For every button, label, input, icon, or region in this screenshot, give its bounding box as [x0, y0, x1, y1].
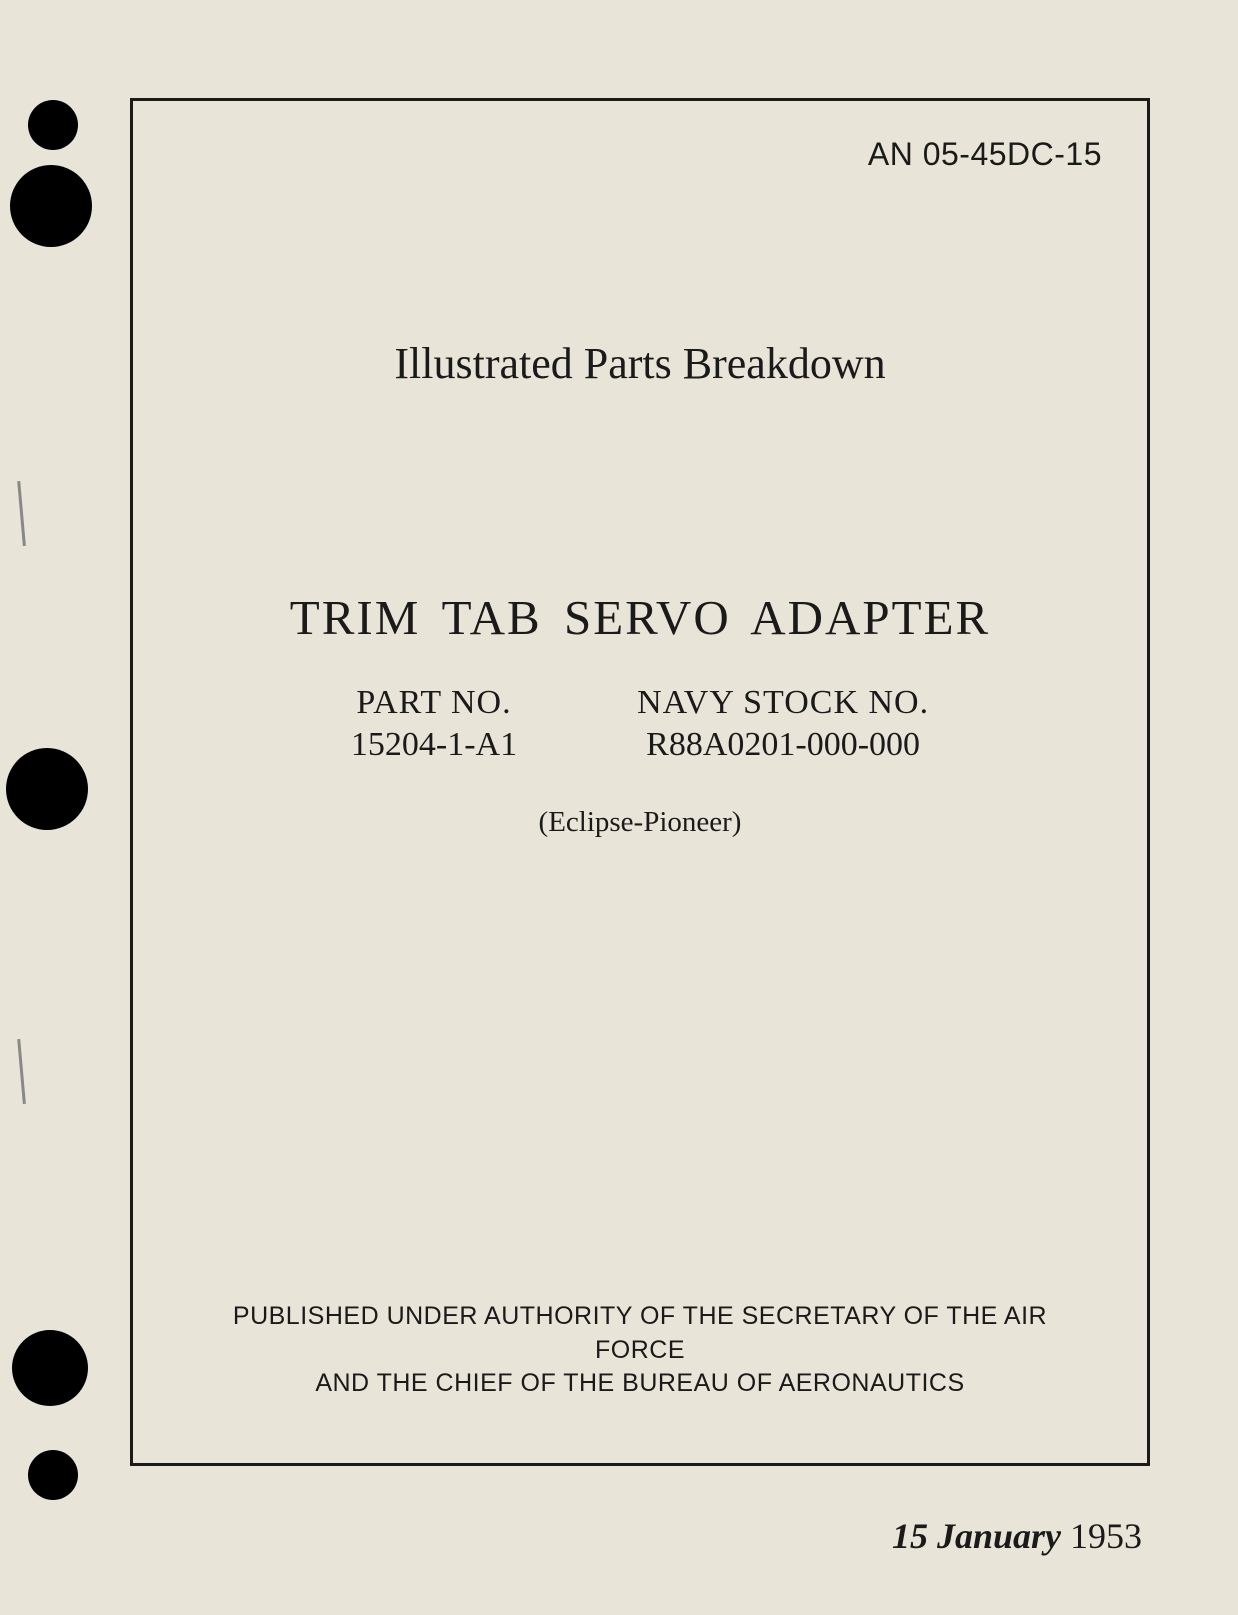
date-day: 15 — [892, 1516, 928, 1556]
stock-number-column: NAVY STOCK NO. R88A0201-000-000 — [637, 684, 929, 764]
manufacturer-label: (Eclipse-Pioneer) — [178, 806, 1102, 839]
binder-hole — [28, 100, 78, 150]
staple-mark — [17, 479, 48, 546]
binder-hole — [28, 1450, 78, 1500]
part-number-label: PART NO. — [351, 684, 517, 722]
authority-line-2: AND THE CHIEF OF THE BUREAU OF AERONAUTI… — [315, 1369, 964, 1397]
stock-number-value: R88A0201-000-000 — [637, 726, 929, 764]
document-title: TRIM TAB SERVO ADAPTER — [178, 589, 1102, 646]
binder-hole — [12, 1330, 88, 1406]
document-id: AN 05-45DC-15 — [178, 136, 1102, 173]
binder-hole — [10, 165, 92, 247]
authority-statement: PUBLISHED UNDER AUTHORITY OF THE SECRETA… — [133, 1300, 1147, 1401]
date-year: 1953 — [1070, 1516, 1142, 1556]
authority-line-1: PUBLISHED UNDER AUTHORITY OF THE SECRETA… — [233, 1302, 1047, 1364]
staple-mark — [17, 1037, 48, 1104]
publication-date: 15 January 1953 — [892, 1515, 1142, 1557]
document-subtitle: Illustrated Parts Breakdown — [178, 338, 1102, 389]
date-month: January — [937, 1516, 1061, 1556]
part-number-column: PART NO. 15204-1-A1 — [351, 684, 517, 764]
part-number-value: 15204-1-A1 — [351, 726, 517, 764]
binder-hole — [6, 748, 88, 830]
stock-number-label: NAVY STOCK NO. — [637, 684, 929, 722]
document-frame: AN 05-45DC-15 Illustrated Parts Breakdow… — [130, 98, 1150, 1466]
part-info-row: PART NO. 15204-1-A1 NAVY STOCK NO. R88A0… — [178, 684, 1102, 764]
